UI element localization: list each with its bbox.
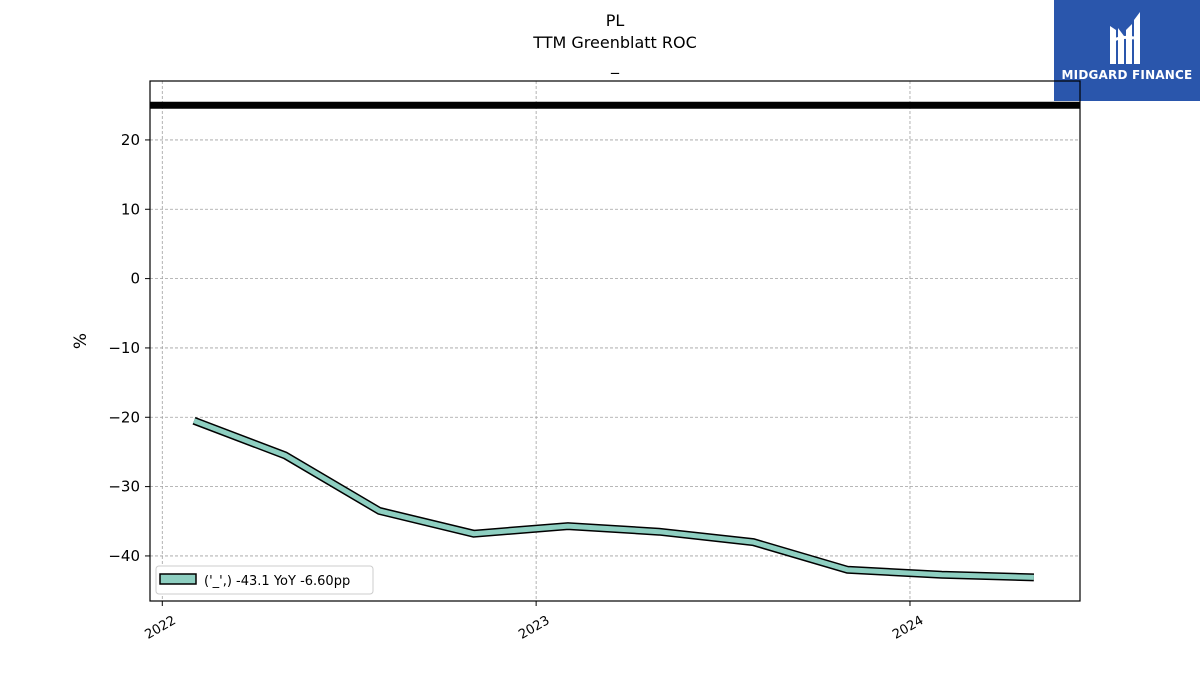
chart-subsubtitle: _ — [611, 55, 619, 74]
legend-label: ('_',) -43.1 YoY -6.60pp — [204, 574, 350, 589]
series-layer — [192, 416, 1035, 582]
y-tick-label: −20 — [108, 408, 140, 426]
chart-title: PL — [605, 11, 625, 30]
y-tick-label: 0 — [130, 270, 140, 288]
y-tick-label: 10 — [121, 200, 140, 218]
series-line-outline — [192, 416, 1035, 582]
legend: ('_',) -43.1 YoY -6.60pp — [155, 565, 374, 595]
legend-swatch — [159, 573, 197, 585]
y-axis-label: % — [71, 333, 91, 349]
y-tick-label: −40 — [108, 547, 140, 565]
chart-subtitle: TTM Greenblatt ROC — [533, 33, 697, 52]
logo-mark-icon — [1110, 12, 1140, 64]
y-tick-label: −30 — [108, 478, 140, 496]
chart-title-block: PL TTM Greenblatt ROC _ — [150, 10, 1080, 76]
brand-logo: MIDGARD FINANCE — [1054, 0, 1200, 101]
series-line — [193, 418, 1034, 580]
x-tick-label: 2024 — [890, 613, 926, 643]
y-tick-label: 20 — [121, 131, 140, 149]
x-tick-label: 2023 — [516, 613, 552, 643]
grid-layer — [150, 81, 1080, 601]
x-tick-label: 2022 — [142, 613, 178, 643]
logo-text: MIDGARD FINANCE — [1061, 68, 1193, 82]
y-axis-ticks: −40 −30 −20 −10 0 20 10 — [108, 131, 150, 565]
x-axis-ticks: 2022 2023 2024 — [142, 601, 926, 643]
legend-box — [155, 565, 374, 595]
y-tick-label: −10 — [108, 339, 140, 357]
plot-frame — [149, 80, 1081, 602]
